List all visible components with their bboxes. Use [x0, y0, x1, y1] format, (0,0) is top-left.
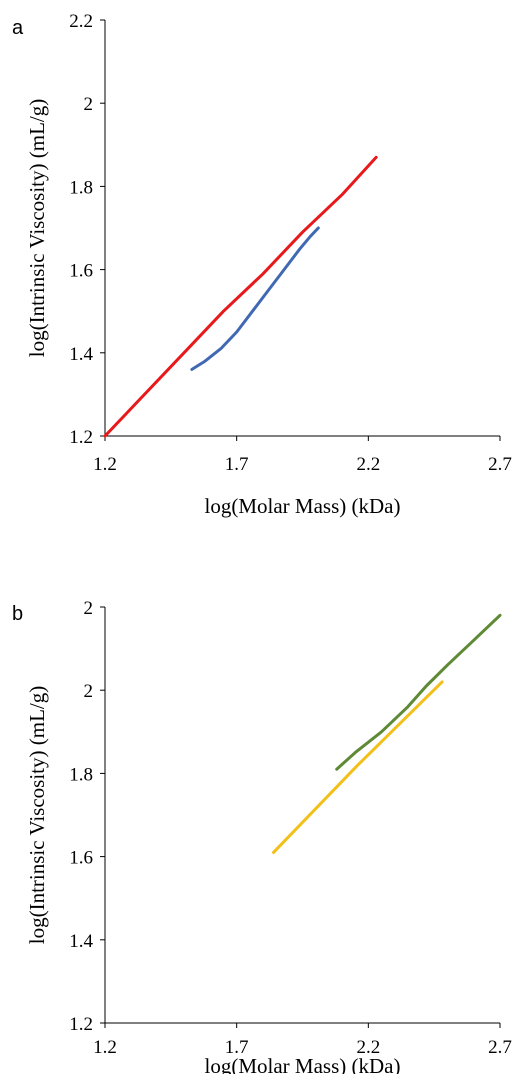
y-tick-label: 1.8 [69, 177, 93, 198]
y-tick-label: 1.8 [69, 764, 93, 785]
series-line-2 [190, 226, 320, 371]
y-tick-label: 2 [84, 598, 94, 619]
y-tick-label: 2.2 [69, 11, 93, 32]
x-tick-label: 1.2 [93, 1037, 117, 1058]
y-tick-label: 2 [84, 94, 94, 115]
x-axis-label: log(Molar Mass) (kDa) [205, 1054, 401, 1074]
panel-letter: b [12, 603, 23, 625]
x-tick-label: 1.2 [93, 454, 117, 475]
series-line-1 [335, 613, 502, 771]
x-tick-label: 1.7 [225, 1037, 249, 1058]
x-axis-label: log(Molar Mass) (kDa) [205, 494, 401, 518]
series-line-2 [272, 680, 444, 854]
y-tick-label: 1.2 [69, 1014, 93, 1035]
x-tick-label: 1.7 [225, 454, 249, 475]
y-axis-label: log(Intrinsic Viscosity) (mL/g) [25, 686, 49, 944]
y-tick-label: 1.2 [69, 427, 93, 448]
y-tick-label: 1.6 [69, 261, 93, 282]
series-line-1 [103, 155, 378, 438]
x-tick-label: 2.7 [488, 454, 512, 475]
y-tick-label: 1.4 [69, 931, 93, 952]
chart-panel-a: a 1.2 1.4 1.6 1.8 2 2.2 1.2 1.7 2.2 2.7 log(Molar M… [12, 11, 512, 518]
panel-letter: a [12, 17, 24, 39]
y-axis-label: log(Intrinsic Viscosity) (mL/g) [25, 99, 49, 357]
x-tick-label: 2.2 [356, 1037, 380, 1058]
x-tick-label: 2.2 [356, 454, 380, 475]
chart-panel-b: b 1.2 1.4 1.6 1.8 2 2 1.2 1.7 2.2 2.7 log(Molar Mas… [12, 598, 512, 1074]
x-tick-label: 2.7 [488, 1037, 512, 1058]
y-tick-label: 1.6 [69, 848, 93, 869]
y-tick-label: 1.4 [69, 344, 93, 365]
y-tick-label: 2 [84, 681, 94, 702]
